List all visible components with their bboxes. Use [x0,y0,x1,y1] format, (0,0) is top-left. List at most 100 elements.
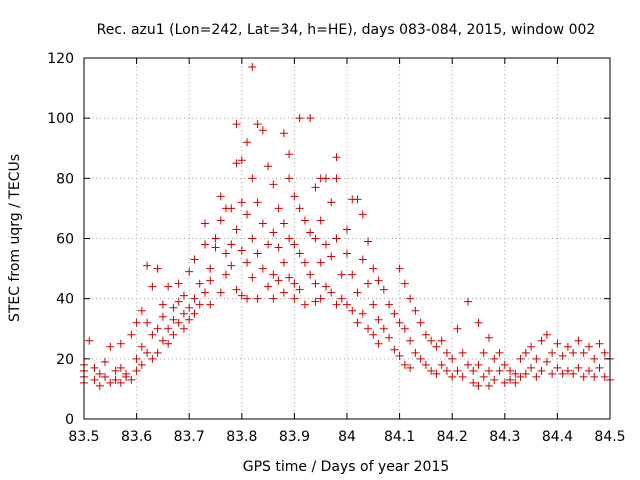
data-point [353,195,362,204]
data-point [395,351,404,360]
data-point [458,348,467,357]
data-point [574,336,583,345]
data-point [148,330,157,339]
data-point [532,372,541,381]
data-point [385,333,394,342]
data-point [143,318,152,327]
data-point [385,300,394,309]
chart-title: Rec. azu1 (Lon=242, Lat=34, h=HE), days … [97,22,596,38]
data-point [101,372,110,381]
x-tick-label: 83.8 [226,429,257,445]
data-point [358,210,367,219]
data-point [164,339,173,348]
data-point [274,276,283,285]
data-point [169,330,178,339]
data-point [374,315,383,324]
data-point [532,354,541,363]
data-point [469,366,478,375]
x-tick-label: 84.2 [437,429,468,445]
data-point [595,363,604,372]
x-tick-label: 83.7 [174,429,205,445]
data-point [495,348,504,357]
data-point [264,240,273,249]
data-point [143,348,152,357]
data-point [427,336,436,345]
data-point [311,279,320,288]
data-point [127,375,136,384]
data-point [353,318,362,327]
x-tick-label: 84 [338,429,356,445]
data-point [316,294,325,303]
data-point [442,366,451,375]
data-point [269,180,278,189]
x-axis-label: GPS time / Days of year 2015 [243,459,450,475]
data-point [469,378,478,387]
data-point [169,315,178,324]
data-point [500,360,509,369]
data-point [148,282,157,291]
data-point [395,264,404,273]
data-point [248,234,257,243]
data-point [116,339,125,348]
data-point [195,279,204,288]
data-point [595,339,604,348]
data-point [321,282,330,291]
data-point [406,363,415,372]
data-point [101,357,110,366]
data-point [590,354,599,363]
data-point [132,366,141,375]
data-point [106,342,115,351]
data-point [348,270,357,279]
data-point [400,360,409,369]
data-point [106,378,115,387]
data-point [290,294,299,303]
data-point [200,288,209,297]
data-point [179,309,188,318]
data-point [332,300,341,309]
data-point [295,249,304,258]
data-point [432,342,441,351]
data-point [332,174,341,183]
data-point [369,264,378,273]
data-point [364,237,373,246]
data-point [421,330,430,339]
data-point [243,210,252,219]
data-point [164,324,173,333]
data-point [474,318,483,327]
data-point [295,114,304,123]
data-point [127,330,136,339]
x-tick-label: 83.5 [68,429,99,445]
data-point [584,342,593,351]
y-axis-label: STEC from uqrg / TECUs [7,154,23,322]
data-point [521,369,530,378]
data-point [485,381,494,390]
data-point [216,192,225,201]
data-point [316,216,325,225]
data-point [527,342,536,351]
data-point [211,234,220,243]
data-point [174,279,183,288]
data-point [285,150,294,159]
data-point [153,348,162,357]
data-point [222,270,231,279]
data-point [553,363,562,372]
data-point [332,234,341,243]
data-point [400,324,409,333]
data-point [369,330,378,339]
grid-lines [84,58,610,419]
data-point [495,366,504,375]
data-point [311,297,320,306]
data-point [306,114,315,123]
data-point [148,354,157,363]
data-point [406,336,415,345]
data-point [216,216,225,225]
data-point [185,315,194,324]
data-point [448,354,457,363]
data-point [295,204,304,213]
data-point [442,348,451,357]
data-point [95,369,104,378]
data-point [232,225,241,234]
data-point [506,366,515,375]
data-point [411,348,420,357]
data-point [390,309,399,318]
